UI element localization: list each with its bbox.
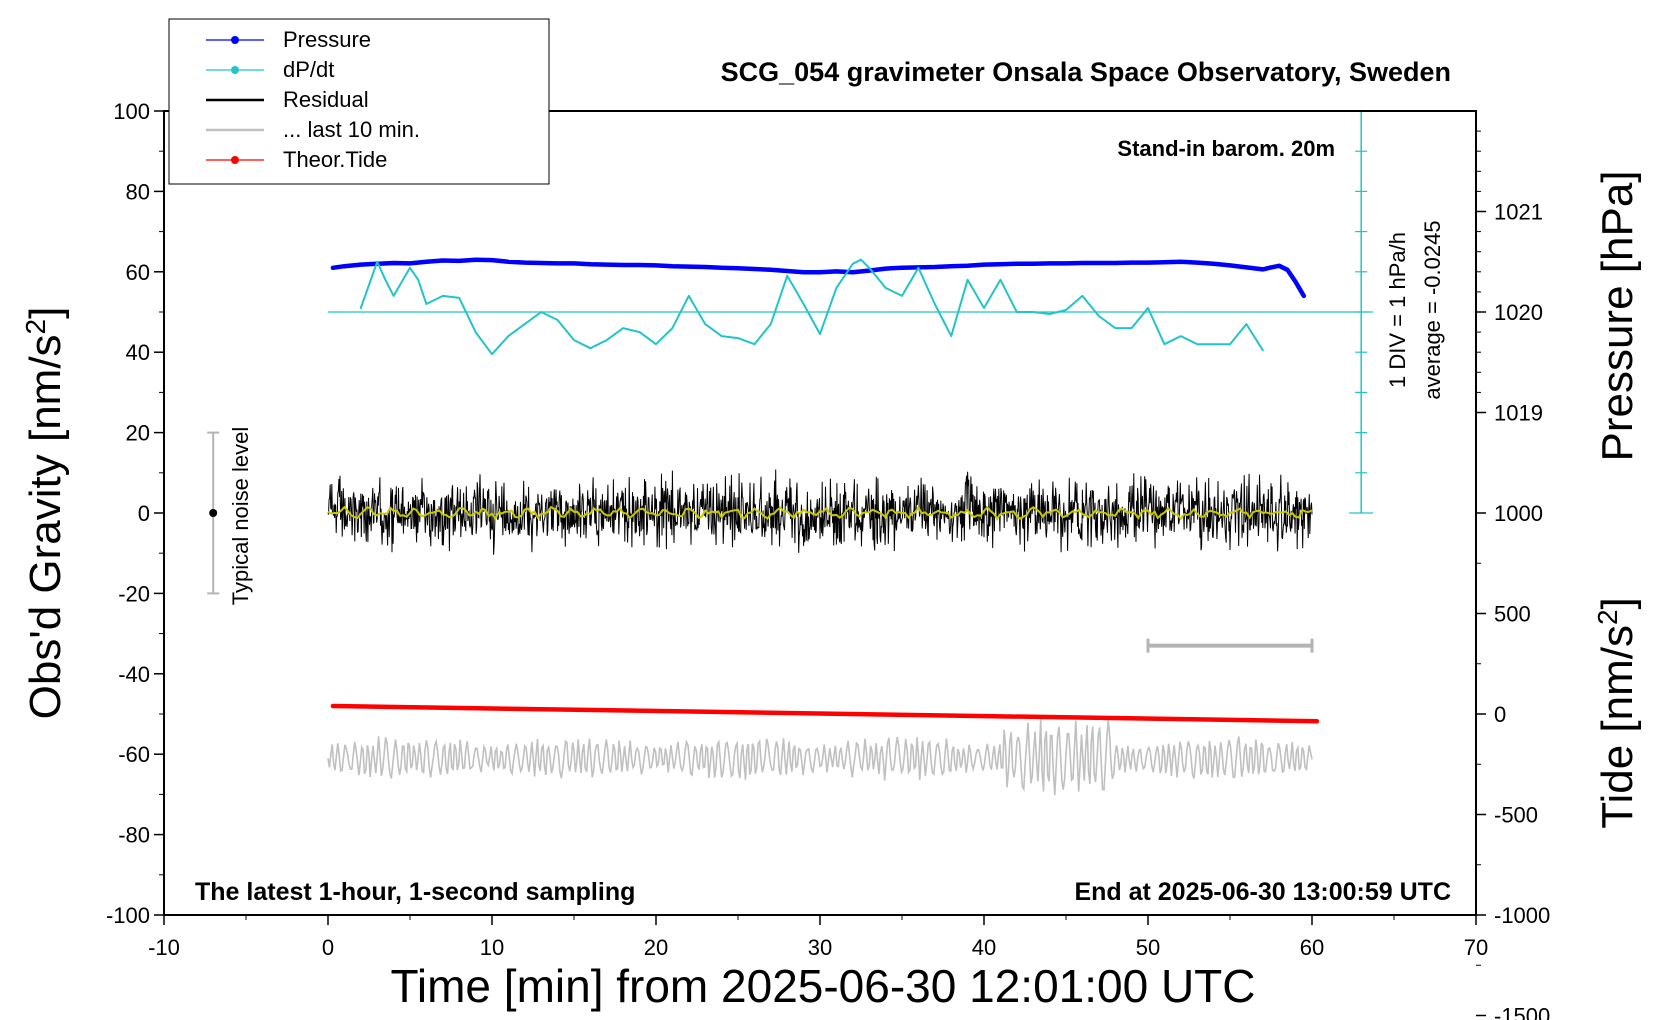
- y-tick-label: -100: [106, 903, 150, 928]
- residual-trace: [327, 469, 1313, 555]
- legend-marker-dpdt: [231, 66, 239, 74]
- legend-marker-tide: [231, 156, 239, 164]
- legend-label-dpdt: dP/dt: [283, 57, 334, 82]
- noise-level-label: Typical noise level: [228, 427, 253, 606]
- axis-ticks: -10 0 10 20 30 40 50 60 70100806040200-20-40-60-…: [106, 99, 1550, 1020]
- pressure-axis-title: Pressure [hPa]: [1593, 170, 1642, 461]
- legend-label-tide: Theor.Tide: [283, 147, 387, 172]
- dpdt-average-label: average = -0.0245: [1420, 220, 1445, 399]
- x-tick-label: 10: [480, 935, 504, 960]
- x-axis-title: Time [min] from 2025-06-30 12:01:00 UTC: [391, 960, 1256, 1012]
- chart-title: SCG_054 gravimeter Onsala Space Observat…: [721, 57, 1451, 87]
- pressure-tick-label: 1021: [1494, 200, 1543, 225]
- tide-tick-label: -500: [1494, 803, 1538, 828]
- tide-tick-label: -1500: [1494, 1004, 1550, 1020]
- tide-axis-title: Tide [nm/s2]: [1592, 597, 1643, 829]
- y-tick-label: 60: [126, 260, 150, 285]
- x-tick-label: 0: [322, 935, 334, 960]
- plot-frame: [163, 110, 1477, 916]
- legend-label-residual: Residual: [283, 87, 369, 112]
- dpdt-division-label: 1 DIV = 1 hPa/h: [1385, 232, 1410, 388]
- y-tick-label: 100: [113, 99, 150, 124]
- series-line-dpdt: [359, 258, 1264, 356]
- y-tick-label: 80: [126, 179, 150, 204]
- y-axis-title: Obs'd Gravity [nm/s2]: [20, 307, 71, 720]
- y-tick-label: -40: [118, 662, 150, 687]
- legend-box: [168, 18, 550, 185]
- y-tick-label: 40: [126, 340, 150, 365]
- end-time-annotation: End at 2025-06-30 13:00:59 UTC: [1074, 878, 1451, 906]
- pressure-tick-label: 1019: [1494, 401, 1543, 426]
- y-tick-label: -60: [118, 742, 150, 767]
- series-line-pressure: [330, 257, 1307, 299]
- series-line-tide: [330, 703, 1320, 724]
- x-tick-label: 60: [1300, 935, 1324, 960]
- legend-label-last10: ... last 10 min.: [283, 117, 420, 142]
- tide-tick-label: -1000: [1494, 903, 1550, 928]
- latest-hour-annotation: The latest 1-hour, 1-second sampling: [195, 878, 635, 906]
- x-tick-label: 20: [644, 935, 668, 960]
- y-tick-label: -20: [118, 581, 150, 606]
- x-tick-label: 30: [808, 935, 832, 960]
- x-tick-label: -10: [148, 935, 180, 960]
- pressure-tick-label: 1020: [1494, 300, 1543, 325]
- y-tick-label: 0: [138, 501, 150, 526]
- residual-smoothed-trace: [327, 505, 1313, 521]
- last10-trace: [327, 718, 1313, 796]
- x-tick-label: 50: [1136, 935, 1160, 960]
- series-layer: [207, 110, 1374, 796]
- tide-tick-label: 500: [1494, 602, 1531, 627]
- legend-label-pressure: Pressure: [283, 27, 371, 52]
- noise-level-center: [209, 509, 218, 517]
- tide-axis-title-superscript: 2: [1592, 609, 1623, 625]
- tide-tick-label: 0: [1494, 702, 1506, 727]
- legend-entries: Pressure dP/dt Residual ... last 10 min. The…: [206, 27, 420, 172]
- legend-marker-pressure: [231, 36, 239, 44]
- legend: Pressure dP/dt Residual ... last 10 min. The…: [168, 18, 550, 185]
- y-tick-label: -80: [118, 823, 150, 848]
- y-tick-label: 20: [126, 421, 150, 446]
- tide-tick-label: 1000: [1494, 501, 1543, 526]
- y-axis-title-superscript: 2: [20, 319, 51, 335]
- barometer-annotation: Stand-in barom. 20m: [1117, 136, 1335, 161]
- x-tick-label: 40: [972, 935, 996, 960]
- x-tick-label: 70: [1464, 935, 1488, 960]
